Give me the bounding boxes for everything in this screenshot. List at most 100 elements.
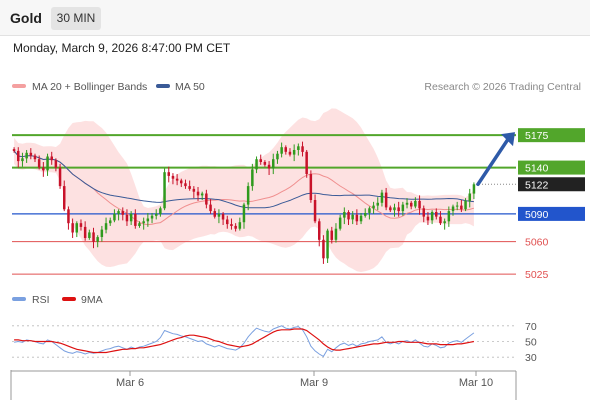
candle-body [196, 191, 200, 196]
level-tag-5140 [518, 160, 585, 175]
candle-body [305, 151, 308, 174]
rsi-legend-swatch [12, 297, 26, 301]
candle-body [238, 222, 242, 229]
candle-body [205, 193, 208, 205]
candle-body [150, 215, 154, 219]
candle-body [326, 230, 329, 259]
candle-body [368, 208, 371, 213]
candle-body [318, 221, 321, 240]
candle-body [372, 205, 375, 209]
candle-body [255, 159, 258, 170]
candle-body [347, 212, 350, 220]
candle-body [63, 186, 66, 210]
candle-body [37, 159, 41, 168]
candle-body [175, 178, 179, 181]
candle-body [159, 208, 162, 214]
candle-body [280, 147, 283, 154]
timeframe-button[interactable]: 30 MIN [51, 7, 101, 30]
projection [476, 132, 515, 187]
candle-body [309, 174, 313, 200]
candle-body [79, 223, 83, 227]
candle-body [180, 180, 183, 184]
candle-body [25, 152, 28, 159]
level-label-5175: 5175 [525, 130, 549, 142]
candle-body [401, 204, 405, 212]
rsi-ma-line [14, 328, 475, 354]
candle-body [83, 226, 87, 238]
level-tag-5090 [518, 206, 585, 221]
candle-body [435, 212, 438, 217]
candle-body [414, 200, 417, 207]
candle-body [230, 224, 233, 226]
level-label-5025: 5025 [525, 269, 549, 281]
candle-body [96, 237, 99, 242]
rsi-ma-legend-swatch [62, 297, 76, 301]
candle-body [163, 172, 166, 209]
candle-body [384, 192, 388, 208]
candle-body [292, 150, 296, 155]
ma50-legend-swatch [156, 84, 170, 88]
level-label-5140: 5140 [525, 163, 549, 175]
bollinger-band-area [14, 108, 474, 273]
candle-body [42, 167, 45, 171]
candle-body [393, 207, 396, 211]
rsi-legend-label: RSI [32, 294, 50, 306]
candle-body [171, 175, 175, 179]
candle-body [334, 228, 338, 240]
chart-toolbar: Gold 30 MIN [0, 0, 590, 36]
candle-body [100, 229, 104, 237]
rsi-ma-legend-label: 9MA [81, 294, 103, 306]
candle-body [33, 155, 37, 160]
x-tick-label: Mar 10 [459, 377, 493, 389]
candle-body [129, 213, 133, 222]
candle-body [426, 216, 430, 221]
candle-body [284, 147, 287, 152]
chart-timestamp: Monday, March 9, 2026 8:47:00 PM CET [13, 41, 231, 55]
candle-body [422, 208, 425, 217]
candle-body [472, 184, 476, 194]
candle-body [125, 214, 129, 222]
candle-body [359, 215, 363, 222]
candle-body [92, 232, 95, 242]
candle-body [46, 156, 49, 171]
candle-body [12, 149, 16, 151]
candle-body [330, 230, 333, 240]
candle-body [410, 202, 413, 207]
candle-body [313, 200, 317, 222]
candle-body [155, 213, 158, 216]
level-label-5122: 5122 [525, 179, 549, 191]
rsi-tick-50: 50 [525, 337, 537, 349]
candle-body [443, 221, 446, 224]
candle-body [251, 169, 254, 187]
candle-body [71, 223, 74, 233]
candle-body [455, 205, 459, 207]
candle-body [192, 188, 196, 192]
candle-body [75, 223, 78, 233]
candle-body [267, 164, 271, 169]
candle-body [21, 158, 24, 162]
candle-body [439, 216, 442, 224]
candle-body [389, 207, 392, 211]
candle-body [405, 202, 409, 205]
candle-body [146, 218, 150, 222]
rsi-tick-30: 30 [525, 352, 537, 364]
candle-body [54, 160, 58, 168]
ma20-legend-label: MA 20 + Bollinger Bands [32, 81, 147, 93]
candle-body [355, 214, 359, 222]
level-tags: 5175 5140 5122 5090 5060 5025 [518, 128, 585, 281]
candle-body [113, 213, 116, 221]
candle-body [351, 214, 354, 220]
candle-body [418, 200, 421, 209]
candle-body [242, 204, 246, 223]
projection-arrow-head [501, 132, 515, 147]
candle-body [226, 219, 229, 225]
candle-body [134, 213, 137, 226]
candle-body [184, 183, 187, 187]
x-tick-label: Mar 6 [116, 377, 144, 389]
candle-body [297, 146, 300, 150]
candle-body [200, 193, 204, 196]
candle-body [109, 220, 112, 224]
candle-body [142, 221, 145, 224]
candle-body [263, 162, 267, 165]
